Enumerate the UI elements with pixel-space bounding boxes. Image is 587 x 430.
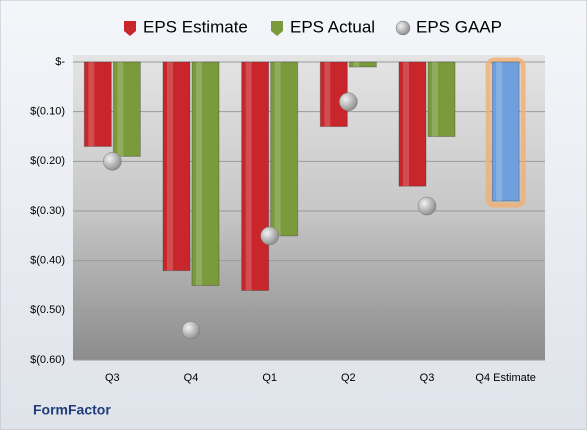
gaap-marker <box>339 92 358 111</box>
bar <box>270 61 299 237</box>
gaap-marker <box>103 152 122 171</box>
bar <box>112 61 141 157</box>
bar-shine <box>274 62 281 236</box>
bar-shine <box>432 62 438 137</box>
bar <box>162 61 191 272</box>
bar <box>348 61 377 68</box>
y-tick-label: $(0.60) <box>30 354 65 366</box>
plot-area <box>73 55 545 360</box>
y-tick-label: $(0.40) <box>30 255 65 267</box>
gaap-marker <box>260 226 279 246</box>
legend-marker <box>395 20 411 36</box>
bar <box>427 61 456 137</box>
bar <box>191 61 220 286</box>
legend-label: EPS Estimate <box>143 17 248 36</box>
y-tick-label: $(0.10) <box>30 106 65 118</box>
x-tick-label: Q3 <box>420 372 435 384</box>
gaap-marker <box>417 196 437 216</box>
y-tick-label: $- <box>55 56 65 68</box>
x-tick-label: Q4 <box>184 372 199 384</box>
gaap-marker <box>181 320 201 340</box>
bar-shine <box>496 62 503 202</box>
y-tick-label: $(0.50) <box>30 304 65 316</box>
bar-shine <box>403 62 409 187</box>
y-tick-label: $(0.30) <box>30 205 65 217</box>
bar <box>83 61 112 147</box>
bar <box>241 61 270 291</box>
x-tick-label: Q1 <box>262 372 277 384</box>
bar-shine <box>117 62 124 157</box>
bar-glow <box>485 57 526 208</box>
y-tick-label: $(0.20) <box>30 155 65 167</box>
footer: FormFactor <box>33 402 111 418</box>
legend-label: EPS GAAP <box>416 17 502 36</box>
bar-shine <box>196 62 202 286</box>
x-tick-label: Q2 <box>341 372 356 384</box>
bar <box>319 61 348 128</box>
bar-shine <box>324 62 331 127</box>
bar <box>491 61 520 202</box>
bar <box>398 61 427 187</box>
bar-shine <box>88 62 95 147</box>
legend-marker <box>124 21 136 36</box>
bar-shine <box>353 62 360 67</box>
x-tick-label: Q3 <box>105 372 120 384</box>
bar-shine <box>167 62 173 271</box>
x-tick-label: Q4 Estimate <box>475 372 536 384</box>
legend-marker <box>271 21 283 36</box>
legend-label: EPS Actual <box>290 17 375 36</box>
bar-shine <box>245 62 252 291</box>
